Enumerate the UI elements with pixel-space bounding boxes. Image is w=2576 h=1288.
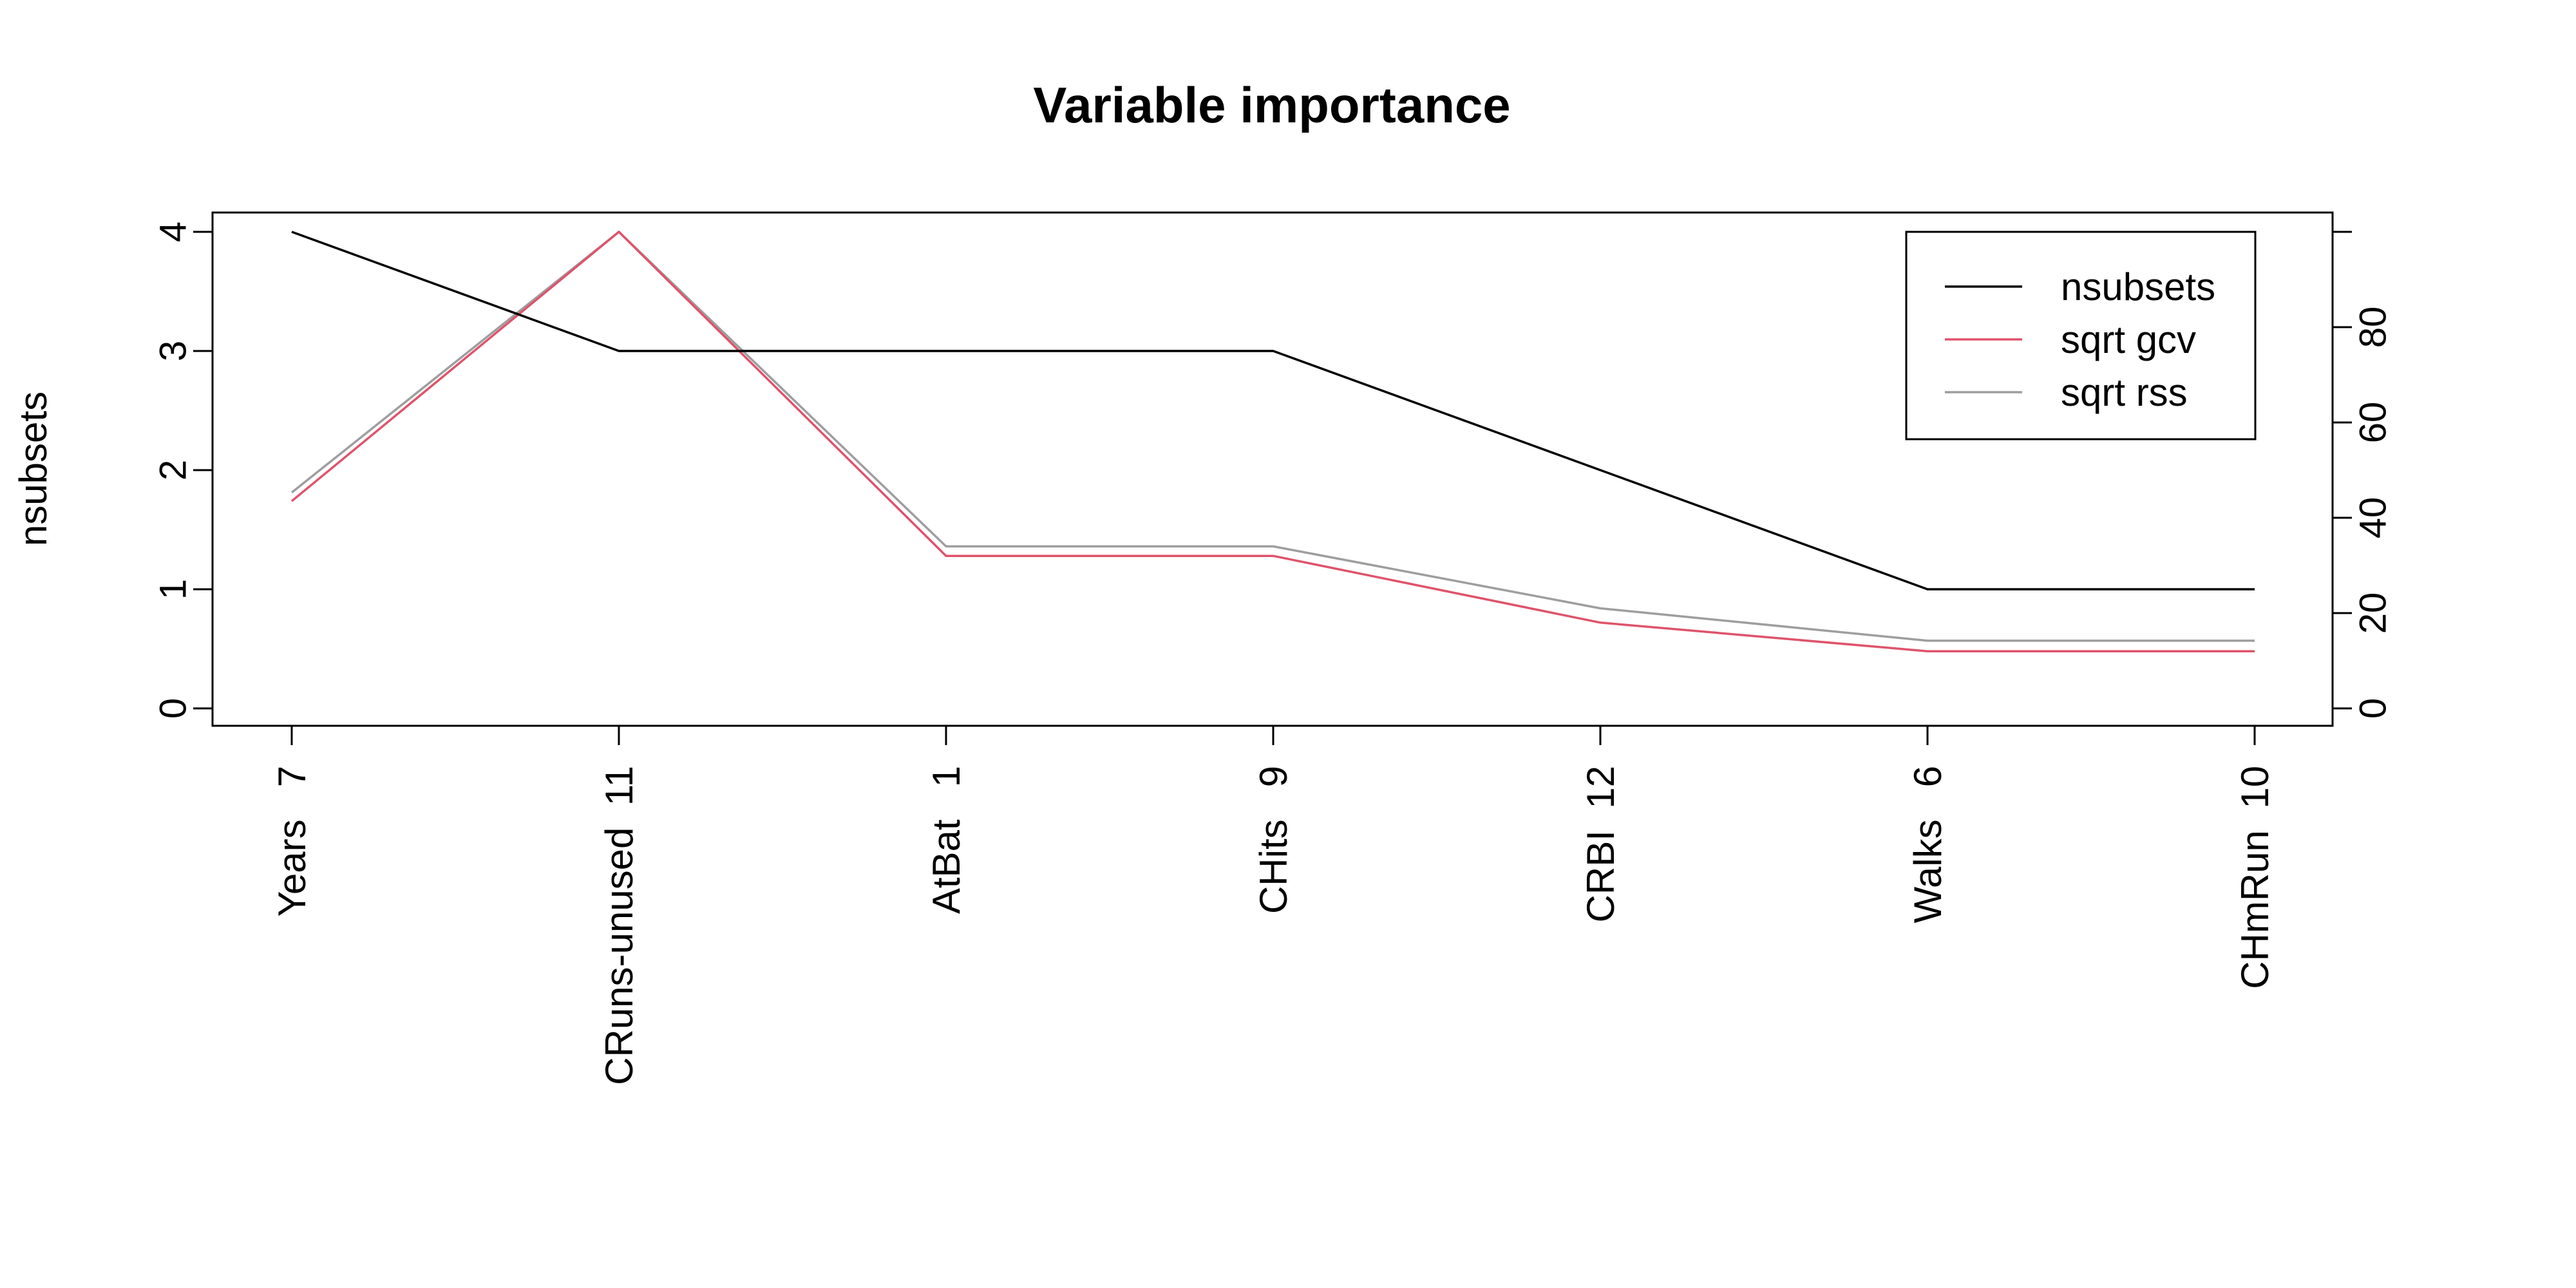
right-y-axis: 0 20 40 60 80 xyxy=(2331,231,2394,719)
chart-title: Variable importance xyxy=(1033,77,1510,133)
series-line-sqrt-gcv xyxy=(290,231,2255,652)
left-tick-label: 4 xyxy=(152,222,194,242)
left-tick-label: 3 xyxy=(152,341,194,361)
legend-label: sqrt rss xyxy=(2061,371,2188,414)
left-axis-label: nsubsets xyxy=(12,392,55,546)
left-tick-label: 0 xyxy=(152,698,194,719)
left-tick-label: 1 xyxy=(152,579,194,600)
series-line-nsubsets xyxy=(291,231,2255,591)
x-category-label: Years 7 xyxy=(270,766,314,917)
x-category-label: CHmRun 10 xyxy=(2233,766,2277,989)
left-y-axis: 0 1 2 3 4 xyxy=(152,222,214,719)
x-category-label: CRBI 12 xyxy=(1579,766,1622,922)
right-tick-label: 80 xyxy=(2352,307,2394,348)
legend-label: sqrt gcv xyxy=(2061,318,2196,361)
right-tick-label: 0 xyxy=(2352,698,2394,719)
legend-label: nsubsets xyxy=(2061,265,2215,308)
x-axis: Years 7 CRuns-unused 11 AtBat 1 CHits 9 CRBI… xyxy=(270,724,2277,1085)
left-tick-label: 2 xyxy=(152,460,194,480)
x-category-label: CHits 9 xyxy=(1252,766,1295,914)
right-tick-label: 20 xyxy=(2352,592,2394,634)
legend-box xyxy=(1905,231,2257,440)
legend: nsubsets sqrt gcv sqrt rss xyxy=(1905,231,2257,440)
right-tick-label: 60 xyxy=(2352,402,2394,444)
x-category-label: AtBat 1 xyxy=(925,766,968,914)
series-layer xyxy=(290,231,2255,652)
x-category-label: CRuns-unused 11 xyxy=(598,766,641,1085)
right-tick-label: 40 xyxy=(2352,497,2394,539)
x-category-label: Walks 6 xyxy=(1906,766,1949,923)
